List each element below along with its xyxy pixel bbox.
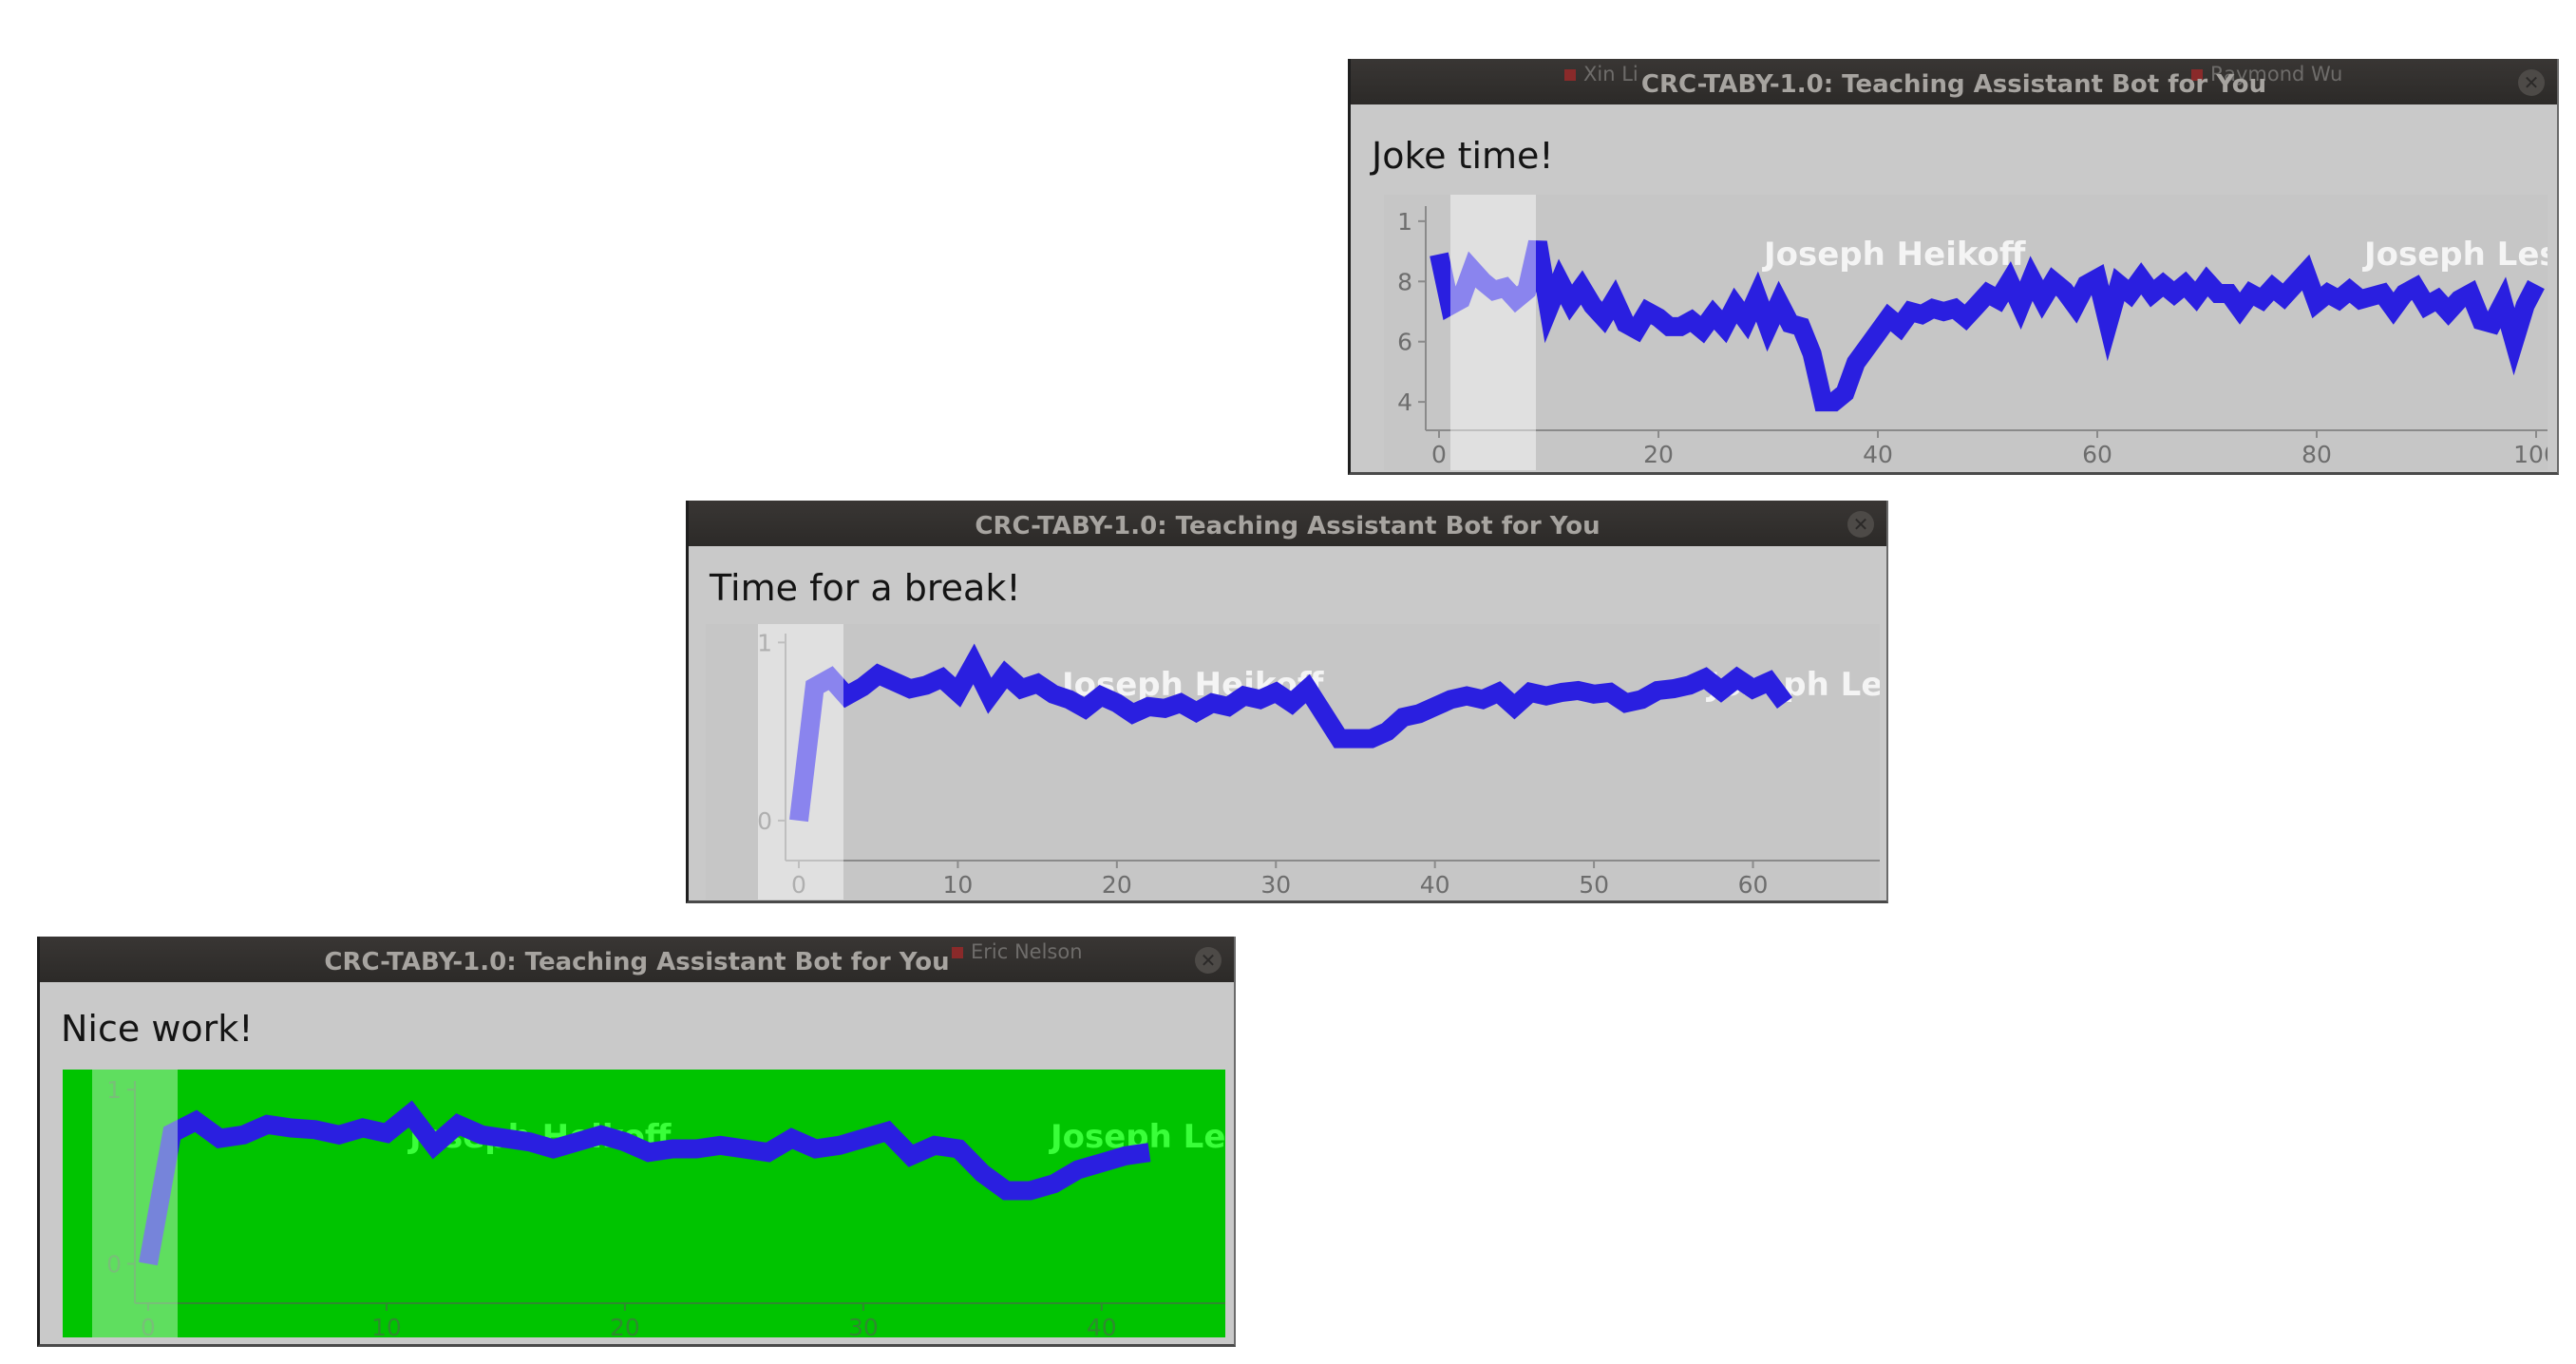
close-icon[interactable]: ✕: [1195, 947, 1222, 974]
x-tick-label: 80: [2301, 441, 2332, 468]
y-tick-label: 4: [1397, 388, 1412, 416]
x-tick-label: 10: [371, 1314, 402, 1337]
background-participant-name: Eric Nelson: [952, 940, 1083, 963]
window-title: CRC-TABY-1.0: Teaching Assistant Bot for…: [975, 512, 1601, 540]
overlay-participant-name: Joseph Les: [2362, 236, 2548, 274]
y-tick-label: 0: [757, 807, 772, 835]
taby-window-break: CRC-TABY-1.0: Teaching Assistant Bot for…: [686, 501, 1888, 903]
x-tick-label: 60: [1738, 871, 1769, 899]
background-participant-name: Raymond Wu: [2191, 63, 2342, 85]
x-tick-label: 20: [1102, 871, 1132, 899]
overlay-participant-name: Joseph Heikoff: [1762, 236, 2026, 274]
background-participant-name: Xin Li: [1564, 63, 1638, 85]
y-tick-label: 1: [757, 629, 772, 656]
window-titlebar[interactable]: Eric Nelson CRC-TABY-1.0: Teaching Assis…: [40, 937, 1234, 982]
series-line: [789, 643, 1793, 823]
y-tick-label: 8: [1397, 268, 1412, 295]
x-tick-label: 20: [610, 1314, 640, 1337]
record-icon: [952, 947, 963, 958]
series-line: [1430, 239, 2545, 412]
engagement-plot: 0 20 40 60 80 100 1 8 6 4 Joseph Heikoff Joseph Les: [1384, 195, 2548, 470]
bot-message: Nice work!: [61, 1008, 254, 1050]
x-tick-label: 0: [141, 1314, 156, 1337]
taby-window-nice-work: Eric Nelson CRC-TABY-1.0: Teaching Assis…: [37, 937, 1236, 1347]
x-tick-label: 10: [943, 871, 974, 899]
record-icon: [1564, 69, 1576, 81]
window-titlebar[interactable]: CRC-TABY-1.0: Teaching Assistant Bot for…: [689, 501, 1886, 546]
window-title: CRC-TABY-1.0: Teaching Assistant Bot for…: [1640, 70, 2267, 99]
series-line: [139, 1100, 1151, 1266]
x-tick-label: 50: [1579, 871, 1609, 899]
close-icon[interactable]: ✕: [1847, 511, 1874, 538]
x-tick-label: 40: [1420, 871, 1450, 899]
bot-message: Joke time!: [1372, 135, 1554, 177]
x-tick-label: 40: [1087, 1314, 1117, 1337]
x-tick-label: 40: [1863, 441, 1893, 468]
y-tick-label: 1: [1397, 208, 1412, 236]
engagement-line-chart: 0 20 40 60 80 100 1 8 6 4 Joseph Heikoff Joseph Les: [1397, 206, 2548, 468]
taby-window-joke: Xin Li Raymond Wu CRC-TABY-1.0: Teaching…: [1348, 59, 2559, 475]
x-tick-label: 30: [1260, 871, 1291, 899]
y-tick-label: 1: [106, 1076, 122, 1104]
close-icon[interactable]: ✕: [2518, 69, 2545, 96]
x-tick-label: 0: [791, 871, 806, 899]
record-icon: [2191, 69, 2203, 81]
x-tick-label: 100: [2513, 441, 2548, 468]
x-tick-label: 30: [848, 1314, 879, 1337]
window-title: CRC-TABY-1.0: Teaching Assistant Bot for…: [324, 948, 950, 976]
x-tick-label: 20: [1643, 441, 1674, 468]
y-tick-label: 6: [1397, 329, 1412, 356]
x-tick-label: 0: [1431, 441, 1447, 468]
x-tick-label: 60: [2082, 441, 2112, 468]
bot-message: Time for a break!: [710, 567, 1021, 609]
y-tick-label: 0: [106, 1251, 122, 1279]
window-titlebar[interactable]: Xin Li Raymond Wu CRC-TABY-1.0: Teaching…: [1351, 59, 2557, 104]
